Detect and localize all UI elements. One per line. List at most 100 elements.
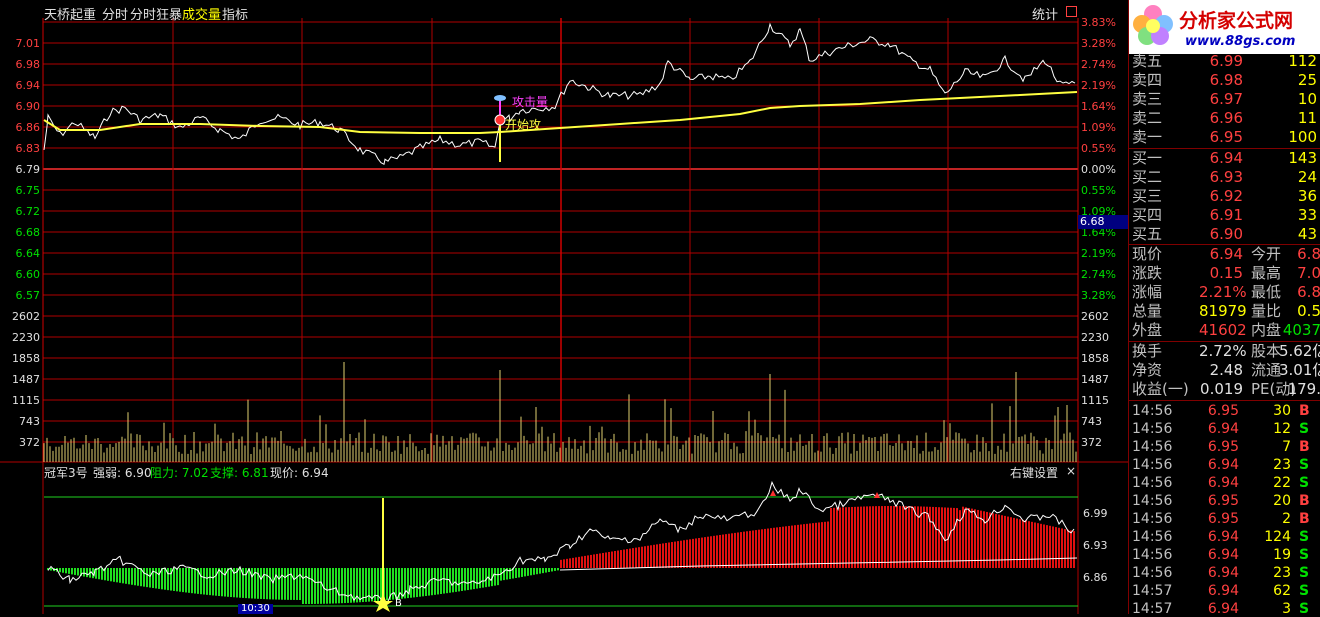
tick-time: 14:56 (1132, 439, 1173, 455)
price-tick-label: 7.01 (16, 37, 41, 50)
ask-price: 6.97 (1209, 90, 1243, 108)
brand-url: www.88gs.com (1185, 34, 1296, 49)
tick-price: 6.94 (1207, 457, 1239, 473)
tick-row[interactable]: 14:57 6.94 62 S (1129, 582, 1320, 600)
tick-time: 14:56 (1132, 565, 1173, 581)
signal-marks: B (373, 95, 880, 612)
window-toggle-icon[interactable] (1066, 6, 1077, 17)
ask-label: 卖五 (1132, 52, 1163, 70)
indicator-price: 现价: 6.94 (270, 466, 329, 480)
ask-label: 卖一 (1132, 128, 1163, 146)
bid-row[interactable]: 买四 6.91 33 (1129, 206, 1320, 225)
price-tick-label: 6.60 (16, 268, 41, 281)
chart-canvas[interactable]: 7.01 6.98 6.94 6.90 6.86 6.83 6.79 6.75 6.72 6.68… (0, 0, 1128, 614)
quote-panel: 分析家公式网 www.88gs.com 卖五 6.99 112 卖四 6.98 2… (1128, 0, 1320, 614)
indicator-tick-label: 6.99 (1083, 507, 1108, 520)
divider (1129, 400, 1320, 401)
tick-direction: S (1299, 529, 1310, 545)
stats-button[interactable]: 统计 (1032, 8, 1059, 23)
indicator-close-icon[interactable]: × (1066, 464, 1077, 478)
tick-volume: 20 (1273, 493, 1291, 509)
tick-time: 14:57 (1132, 583, 1173, 599)
tick-row[interactable]: 14:56 6.95 7 B (1129, 438, 1320, 456)
ask-row[interactable]: 卖二 6.96 11 (1129, 109, 1320, 128)
attack-volume-label: 攻击量 (512, 95, 549, 109)
ask-row[interactable]: 卖四 6.98 25 (1129, 71, 1320, 90)
tick-price: 6.94 (1207, 565, 1239, 581)
tick-direction: S (1299, 421, 1310, 437)
tick-volume: 30 (1273, 403, 1291, 419)
attack-volume-icon (494, 95, 506, 101)
volume-tick-label: 1115 (12, 394, 40, 407)
tick-time: 14:57 (1132, 601, 1173, 614)
bid-row[interactable]: 买三 6.92 36 (1129, 187, 1320, 206)
volume-tick-label: 1858 (12, 352, 40, 365)
ask-price: 6.95 (1209, 128, 1243, 146)
quote-value: 81979 (1199, 302, 1247, 320)
price-tick-label: 6.86 (16, 121, 41, 134)
tab-volume[interactable]: 成交量 (182, 8, 222, 23)
sell-marker-icon (874, 492, 880, 498)
tick-direction: S (1299, 565, 1310, 581)
tick-row[interactable]: 14:57 6.94 3 S (1129, 600, 1320, 614)
bid-row[interactable]: 买一 6.94 143 (1129, 149, 1320, 168)
buy-marker-label: B (395, 598, 402, 609)
tick-volume: 19 (1273, 547, 1291, 563)
percent-tick-label: 1.09% (1081, 121, 1116, 134)
fundamental-label: PE(动) (1251, 380, 1297, 398)
ask-row[interactable]: 卖五 6.99 112 (1129, 52, 1320, 71)
ask-row[interactable]: 卖一 6.95 100 (1129, 128, 1320, 147)
ask-label: 卖四 (1132, 71, 1163, 89)
tick-volume: 2 (1282, 511, 1291, 527)
volume-tick-label: 372 (19, 436, 40, 449)
price-tick-label: 6.98 (16, 58, 41, 71)
tick-time: 14:56 (1132, 493, 1173, 509)
bid-price: 6.93 (1209, 168, 1243, 186)
chart-grid (0, 18, 1128, 614)
divider (1129, 244, 1320, 245)
quote-value: 6.94 (1209, 245, 1243, 263)
tick-row[interactable]: 14:56 6.94 23 S (1129, 456, 1320, 474)
start-attack-icon (494, 114, 506, 126)
bid-row[interactable]: 买二 6.93 24 (1129, 168, 1320, 187)
indicator-settings-button[interactable]: 右键设置 (1010, 466, 1059, 480)
bid-row[interactable]: 买五 6.90 43 (1129, 225, 1320, 244)
quote-value: 2.21% (1199, 283, 1247, 301)
ask-price: 6.96 (1209, 109, 1243, 127)
bid-label: 买一 (1132, 149, 1163, 167)
tick-row[interactable]: 14:56 6.94 124 S (1129, 528, 1320, 546)
ask-volume: 10 (1297, 90, 1317, 108)
tick-row[interactable]: 14:56 6.94 22 S (1129, 474, 1320, 492)
ask-row[interactable]: 卖三 6.97 10 (1129, 90, 1320, 109)
tick-row[interactable]: 14:56 6.95 2 B (1129, 510, 1320, 528)
ask-volume: 11 (1297, 109, 1317, 127)
intraday-chart[interactable]: 7.01 6.98 6.94 6.90 6.86 6.83 6.79 6.75 6.72 6.68… (0, 0, 1128, 614)
tick-row[interactable]: 14:56 6.94 23 S (1129, 564, 1320, 582)
percent-tick-label: 2.74% (1081, 58, 1116, 71)
tick-time: 14:56 (1132, 457, 1173, 473)
current-price-badge: 6.68 (1078, 215, 1128, 229)
quote-label: 现价 (1132, 245, 1163, 263)
tick-direction: S (1299, 547, 1310, 563)
tick-row[interactable]: 14:56 6.95 20 B (1129, 492, 1320, 510)
quote-value: 0.5 (1297, 302, 1320, 320)
percent-tick-label: 2.19% (1081, 79, 1116, 92)
tab-indicator[interactable]: 指标 (222, 8, 249, 23)
time-axis-cursor: 10:30 (238, 604, 273, 614)
tick-row[interactable]: 14:56 6.94 19 S (1129, 546, 1320, 564)
percent-tick-label: 1.64% (1081, 100, 1116, 113)
tick-row[interactable]: 14:56 6.94 12 S (1129, 420, 1320, 438)
fundamental-row: 换手 2.72% 股本 5.62亿 (1129, 342, 1320, 361)
tick-volume: 23 (1273, 457, 1291, 473)
tab-timeshare-frenzy[interactable]: 分时狂暴 (130, 8, 183, 23)
bid-price: 6.92 (1209, 187, 1243, 205)
tab-timeshare[interactable]: 分时 (102, 8, 129, 23)
price-tick-label: 6.90 (16, 100, 41, 113)
tick-row[interactable]: 14:56 6.95 30 B (1129, 402, 1320, 420)
average-price-line (43, 91, 1078, 134)
tick-price: 6.94 (1207, 547, 1239, 563)
tick-volume: 124 (1264, 529, 1291, 545)
tick-volume: 7 (1282, 439, 1291, 455)
percent-tick-label: 1.64% (1081, 226, 1116, 239)
quote-row: 总量 81979 量比 0.5 (1129, 302, 1320, 321)
